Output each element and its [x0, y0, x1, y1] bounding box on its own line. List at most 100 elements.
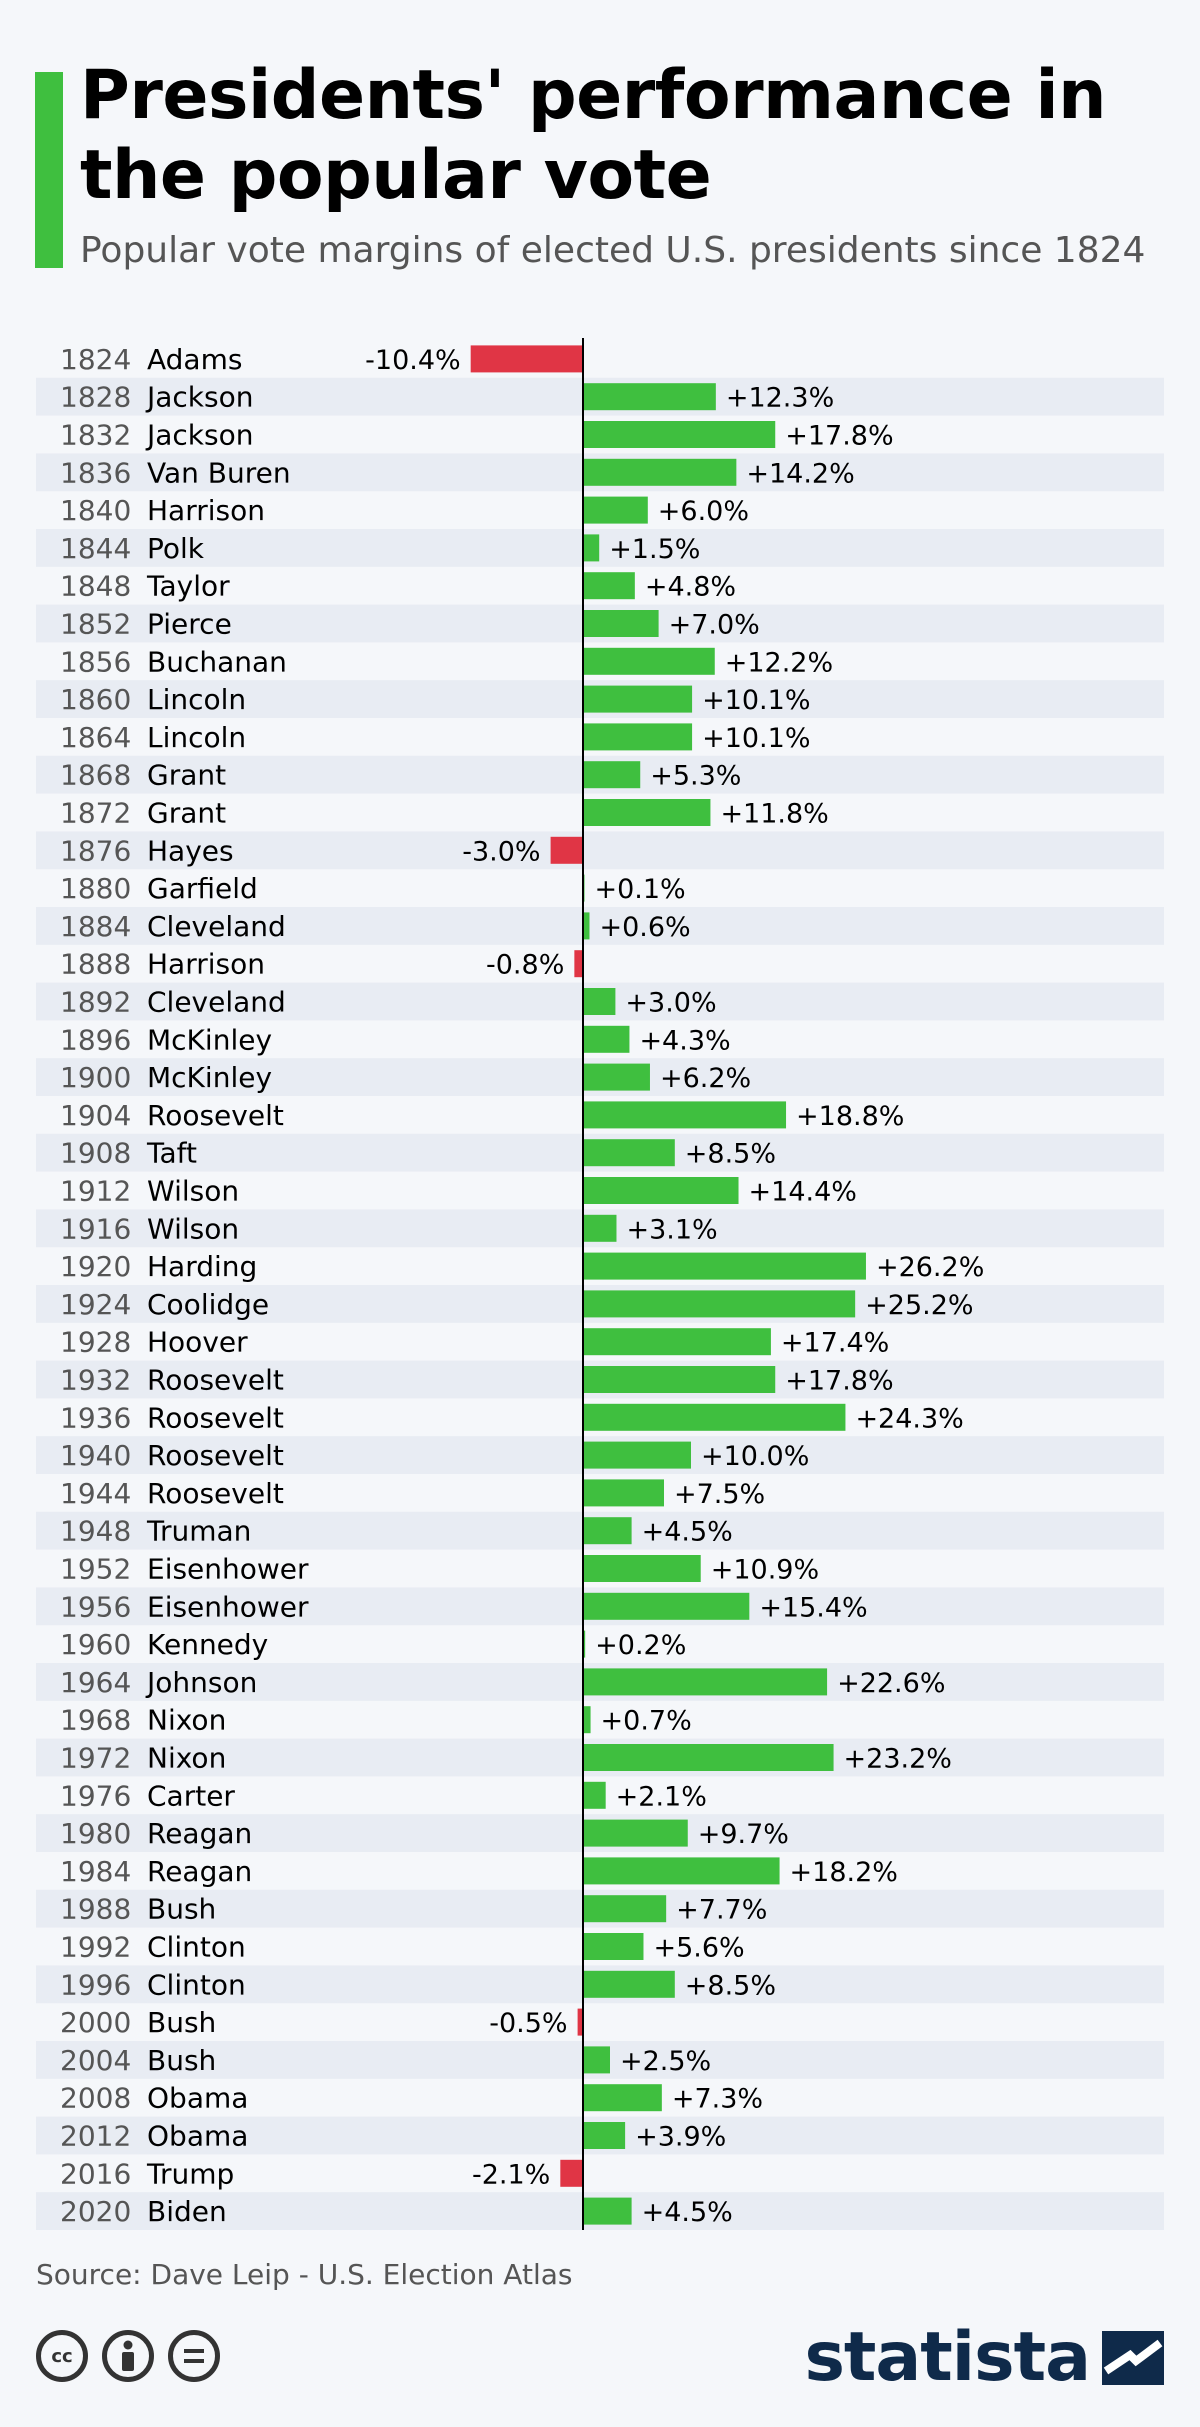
president-label: Pierce [147, 608, 232, 641]
value-label: +5.6% [653, 1933, 744, 1964]
president-label: Clinton [147, 1968, 246, 2001]
president-label: Roosevelt [147, 1439, 284, 1472]
president-label: Hayes [147, 834, 234, 867]
bar [583, 2084, 662, 2112]
attribution-icon[interactable] [102, 2330, 154, 2382]
bar [583, 2122, 626, 2149]
value-label: +7.3% [672, 2084, 763, 2115]
president-label: Garfield [147, 872, 258, 905]
value-label: -10.4% [365, 345, 461, 376]
bar [583, 1744, 834, 1771]
value-label: +10.9% [711, 1555, 819, 1586]
president-label: Reagan [147, 1817, 252, 1850]
value-label: +1.5% [609, 534, 700, 565]
president-label: Van Buren [147, 456, 291, 489]
year-label: 1892 [60, 986, 131, 1019]
bar [583, 761, 641, 789]
equals-icon [184, 2349, 204, 2363]
value-label: +10.1% [702, 685, 810, 716]
president-label: Nixon [147, 1742, 226, 1775]
value-label: +7.0% [669, 610, 760, 641]
bar [583, 1441, 691, 1469]
row-stripe [36, 529, 1164, 567]
value-label: +9.7% [698, 1819, 789, 1850]
president-label: Roosevelt [147, 1477, 284, 1510]
value-label: -0.8% [486, 950, 564, 981]
president-label: Bush [147, 1893, 216, 1926]
row-stripe [36, 831, 1164, 870]
president-label: Cleveland [147, 910, 286, 943]
bar [583, 1668, 828, 1696]
statista-logo[interactable]: statista [804, 2324, 1164, 2392]
year-label: 1860 [60, 683, 131, 716]
year-label: 1968 [60, 1704, 131, 1737]
year-label: 1908 [60, 1137, 131, 1170]
year-label: 1884 [60, 910, 131, 943]
president-label: Reagan [147, 1855, 252, 1888]
year-label: 1856 [60, 645, 131, 678]
value-label: -2.1% [472, 2159, 550, 2190]
value-label: +4.5% [642, 2197, 733, 2228]
bar [583, 1781, 606, 1809]
source-note: Source: Dave Leip - U.S. Election Atlas [36, 2258, 573, 2291]
bar [583, 2046, 610, 2074]
bar [583, 1403, 846, 1431]
president-label: Obama [147, 2120, 248, 2153]
year-label: 1956 [60, 1590, 131, 1623]
year-label: 1852 [60, 608, 131, 641]
year-label: 1888 [60, 948, 131, 981]
value-label: +10.1% [702, 723, 810, 754]
value-label: +24.3% [855, 1403, 963, 1434]
value-label: +4.8% [645, 572, 736, 603]
value-label: +0.1% [595, 874, 686, 905]
year-label: 1832 [60, 419, 131, 452]
cc-icon[interactable]: cc [36, 2330, 88, 2382]
president-label: Hoover [147, 1326, 248, 1359]
year-label: 2012 [60, 2120, 131, 2153]
bar [583, 458, 737, 486]
president-label: Biden [147, 2195, 227, 2228]
year-label: 1944 [60, 1477, 131, 1510]
year-label: 1940 [60, 1439, 131, 1472]
president-label: Grant [147, 759, 226, 792]
bar [583, 1063, 650, 1091]
bar [583, 1630, 586, 1658]
president-label: Roosevelt [147, 1364, 284, 1397]
year-label: 1900 [60, 1061, 131, 1094]
year-label: 1876 [60, 834, 131, 867]
value-label: +0.7% [601, 1706, 692, 1737]
year-label: 1872 [60, 797, 131, 830]
bar [583, 1025, 630, 1053]
president-label: Adams [147, 343, 242, 376]
year-label: 1952 [60, 1553, 131, 1586]
statista-logo-icon [1102, 2331, 1164, 2385]
year-label: 1828 [60, 381, 131, 414]
president-label: Polk [147, 532, 205, 565]
bar [560, 2159, 583, 2187]
bar [583, 1706, 591, 1734]
bar [583, 1970, 675, 1998]
year-label: 1960 [60, 1628, 131, 1661]
year-label: 1964 [60, 1666, 131, 1699]
value-label: +6.0% [658, 496, 749, 527]
president-label: Roosevelt [147, 1099, 284, 1132]
president-label: Clinton [147, 1931, 246, 1964]
value-label: +11.8% [720, 799, 828, 830]
row-stripe [36, 907, 1164, 945]
value-label: -3.0% [462, 836, 540, 867]
president-label: Taft [146, 1137, 197, 1170]
bar [470, 345, 583, 373]
year-label: 1988 [60, 1893, 131, 1926]
bar [583, 799, 711, 826]
no-derivatives-icon[interactable] [168, 2330, 220, 2382]
bar [583, 421, 776, 448]
year-label: 1896 [60, 1023, 131, 1056]
value-label: +3.0% [625, 988, 716, 1019]
year-label: 2020 [60, 2195, 131, 2228]
value-label: +3.1% [626, 1214, 717, 1245]
value-label: +7.5% [674, 1479, 765, 1510]
president-label: Jackson [145, 419, 254, 452]
bar [583, 1290, 856, 1318]
value-label: +14.2% [746, 458, 854, 489]
bar [583, 1819, 688, 1847]
